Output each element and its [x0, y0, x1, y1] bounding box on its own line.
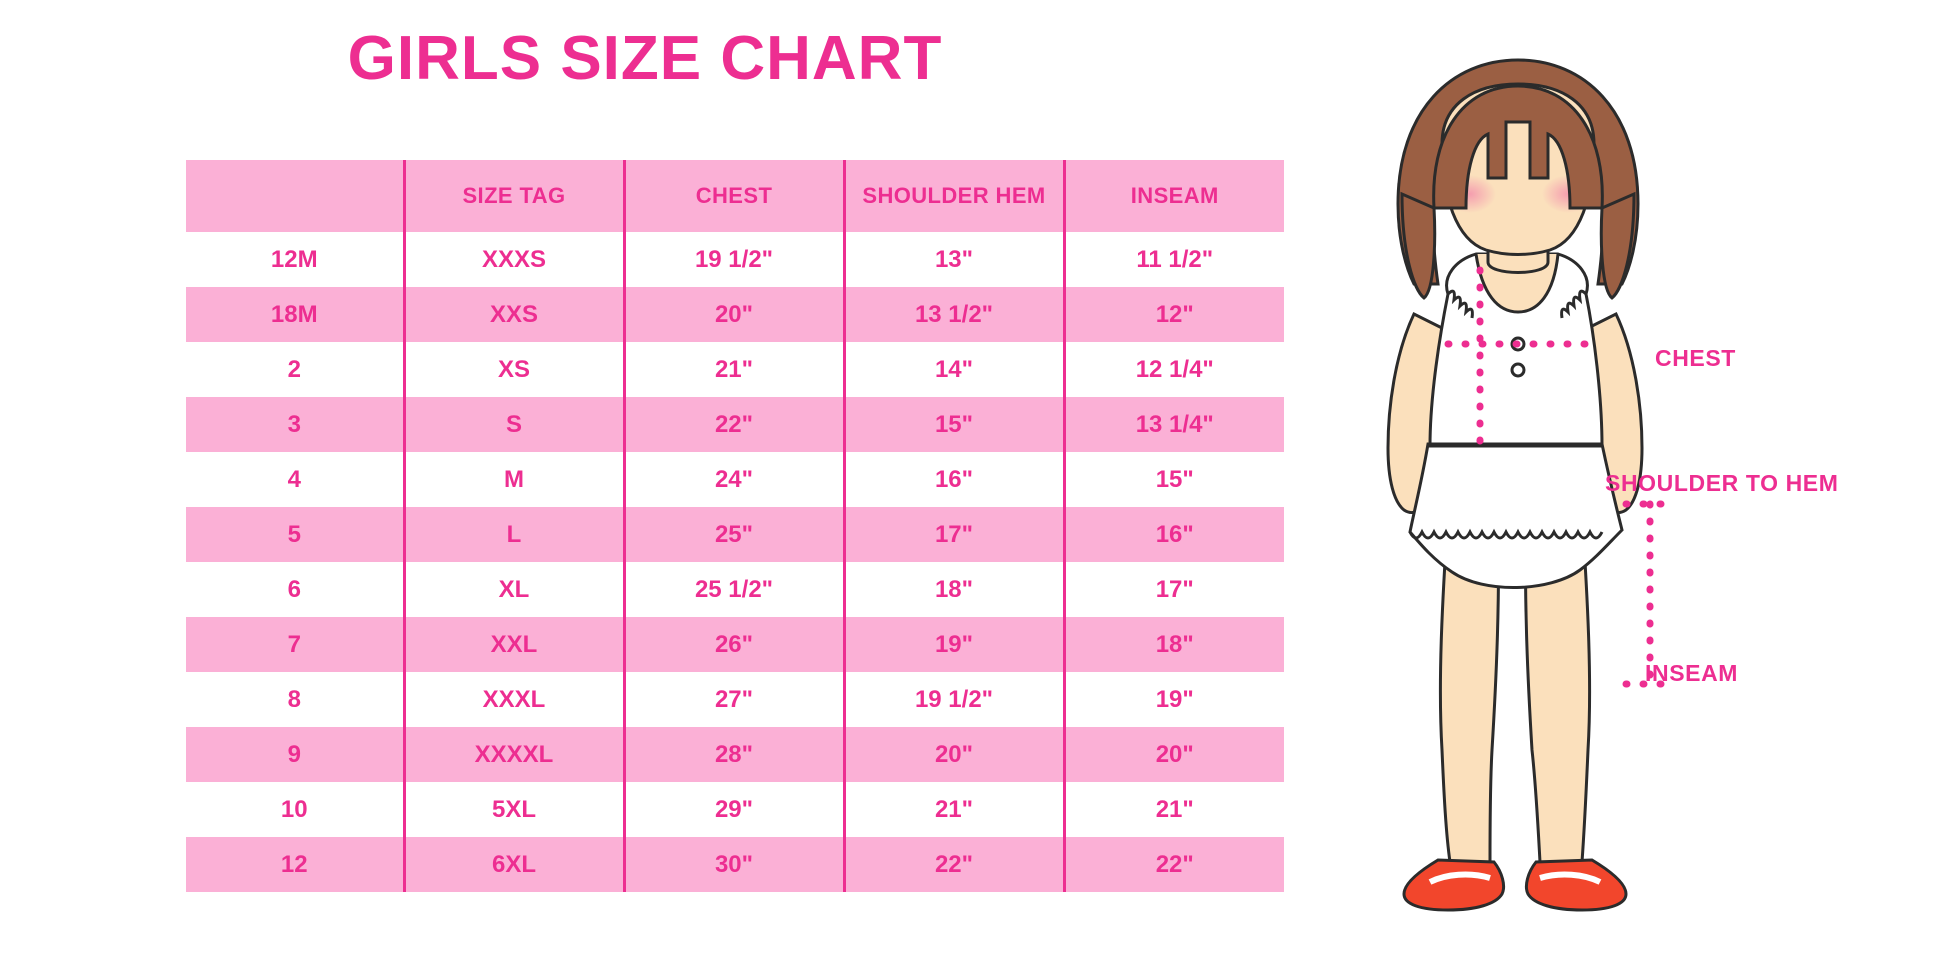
column-header-shoulder-hem: SHOULDER HEM [842, 160, 1064, 232]
cell-chest: 22" [622, 397, 844, 452]
cell-chest: 25 1/2" [622, 562, 844, 617]
top-garment [1428, 252, 1604, 448]
cell-chest: 21" [622, 342, 844, 397]
callout-label-chest: CHEST [1655, 345, 1736, 371]
table-row: 2 XS 21" 14" 12 1/4" [186, 342, 1284, 397]
cell-inseam: 22" [1062, 837, 1284, 892]
button-lower [1510, 362, 1526, 378]
measurement-guides [1444, 266, 1678, 688]
table-row: 6 XL 25 1/2" 18" 17" [186, 562, 1284, 617]
column-header-size [186, 160, 404, 232]
cell-shoulder-hem: 16" [842, 452, 1064, 507]
cell-size: 9 [287, 740, 301, 768]
cell-size-tag: XXXL [402, 672, 624, 727]
size-chart-table-container: SIZE TAG CHEST SHOULDER HEM INSEAM 12M XX… [186, 160, 1284, 892]
cell-size-tag: S [402, 397, 624, 452]
cell-size-tag: XL [402, 562, 624, 617]
cell-chest: 27" [622, 672, 844, 727]
cell-shoulder-hem: 13" [842, 232, 1064, 287]
callout-label-shoulder-to-hem: SHOULDER TO HEM [1605, 470, 1839, 496]
column-header-size-tag: SIZE TAG [402, 160, 624, 232]
table-row: 7 XXL 26" 19" 18" [186, 617, 1284, 672]
size-chart-table: SIZE TAG CHEST SHOULDER HEM INSEAM 12M XX… [186, 160, 1284, 892]
cell-size: 18M [270, 300, 318, 328]
cell-chest: 26" [622, 617, 844, 672]
table-row: 3 S 22" 15" 13 1/4" [186, 397, 1284, 452]
cell-size: 10 [280, 795, 308, 823]
cell-size-tag: XXXS [402, 232, 624, 287]
cell-inseam: 16" [1062, 507, 1284, 562]
table-row: 12 6XL 30" 22" 22" [186, 837, 1284, 892]
cell-shoulder-hem: 22" [842, 837, 1064, 892]
table-body: 12M XXXS 19 1/2" 13" 11 1/2" 18M XXS 20" 13 1/2"… [186, 232, 1284, 892]
cell-size-tag: XXL [402, 617, 624, 672]
cell-shoulder-hem: 17" [842, 507, 1064, 562]
cell-chest: 19 1/2" [622, 232, 844, 287]
table-row: 8 XXXL 27" 19 1/2" 19" [186, 672, 1284, 727]
cell-shoulder-hem: 21" [842, 782, 1064, 837]
cell-inseam: 12 1/4" [1062, 342, 1284, 397]
cell-size: 7 [287, 630, 301, 658]
cell-chest: 30" [622, 837, 844, 892]
girl-figure-illustration [1330, 44, 1710, 924]
legs [1438, 512, 1592, 864]
cell-chest: 25" [622, 507, 844, 562]
cell-shoulder-hem: 13 1/2" [842, 287, 1064, 342]
cell-size-tag: L [402, 507, 624, 562]
cell-shoulder-hem: 14" [842, 342, 1064, 397]
cell-size-tag: XXS [402, 287, 624, 342]
table-row: 12M XXXS 19 1/2" 13" 11 1/2" [186, 232, 1284, 287]
cell-size-tag: XS [402, 342, 624, 397]
shoes [1402, 858, 1628, 912]
cell-inseam: 20" [1062, 727, 1284, 782]
cell-chest: 20" [622, 287, 844, 342]
column-header-inseam: INSEAM [1062, 160, 1284, 232]
column-header-chest: CHEST [622, 160, 844, 232]
table-row: 9 XXXXL 28" 20" 20" [186, 727, 1284, 782]
cell-shoulder-hem: 19" [842, 617, 1064, 672]
cell-inseam: 12" [1062, 287, 1284, 342]
cell-inseam: 17" [1062, 562, 1284, 617]
table-header: SIZE TAG CHEST SHOULDER HEM INSEAM [186, 160, 1284, 232]
head [1396, 58, 1640, 300]
cell-inseam: 11 1/2" [1062, 232, 1284, 287]
cell-size: 12 [280, 850, 308, 878]
cell-inseam: 21" [1062, 782, 1284, 837]
skirt [1408, 442, 1624, 589]
table-row: 4 M 24" 16" 15" [186, 452, 1284, 507]
cell-chest: 28" [622, 727, 844, 782]
table-row: 5 L 25" 17" 16" [186, 507, 1284, 562]
cell-size: 6 [287, 575, 301, 603]
cell-size-tag: M [402, 452, 624, 507]
table-row: 18M XXS 20" 13 1/2" 12" [186, 287, 1284, 342]
table-header-row: SIZE TAG CHEST SHOULDER HEM INSEAM [186, 160, 1284, 232]
cell-size-tag: XXXXL [402, 727, 624, 782]
cell-inseam: 13 1/4" [1062, 397, 1284, 452]
cell-shoulder-hem: 18" [842, 562, 1064, 617]
page-title: GIRLS SIZE CHART [347, 24, 943, 93]
cell-size: 8 [287, 685, 301, 713]
cell-shoulder-hem: 19 1/2" [842, 672, 1064, 727]
cell-size: 2 [287, 355, 301, 383]
table-row: 10 5XL 29" 21" 21" [186, 782, 1284, 837]
cell-chest: 29" [622, 782, 844, 837]
cell-shoulder-hem: 20" [842, 727, 1064, 782]
cell-shoulder-hem: 15" [842, 397, 1064, 452]
cell-size: 12M [270, 245, 318, 273]
cell-size: 5 [287, 520, 301, 548]
callout-label-inseam: INSEAM [1645, 660, 1739, 686]
cell-size: 3 [287, 410, 301, 438]
cell-size-tag: 6XL [402, 837, 624, 892]
cell-size: 4 [287, 465, 301, 493]
cell-inseam: 19" [1062, 672, 1284, 727]
cell-chest: 24" [622, 452, 844, 507]
cell-inseam: 15" [1062, 452, 1284, 507]
cell-inseam: 18" [1062, 617, 1284, 672]
cell-size-tag: 5XL [402, 782, 624, 837]
